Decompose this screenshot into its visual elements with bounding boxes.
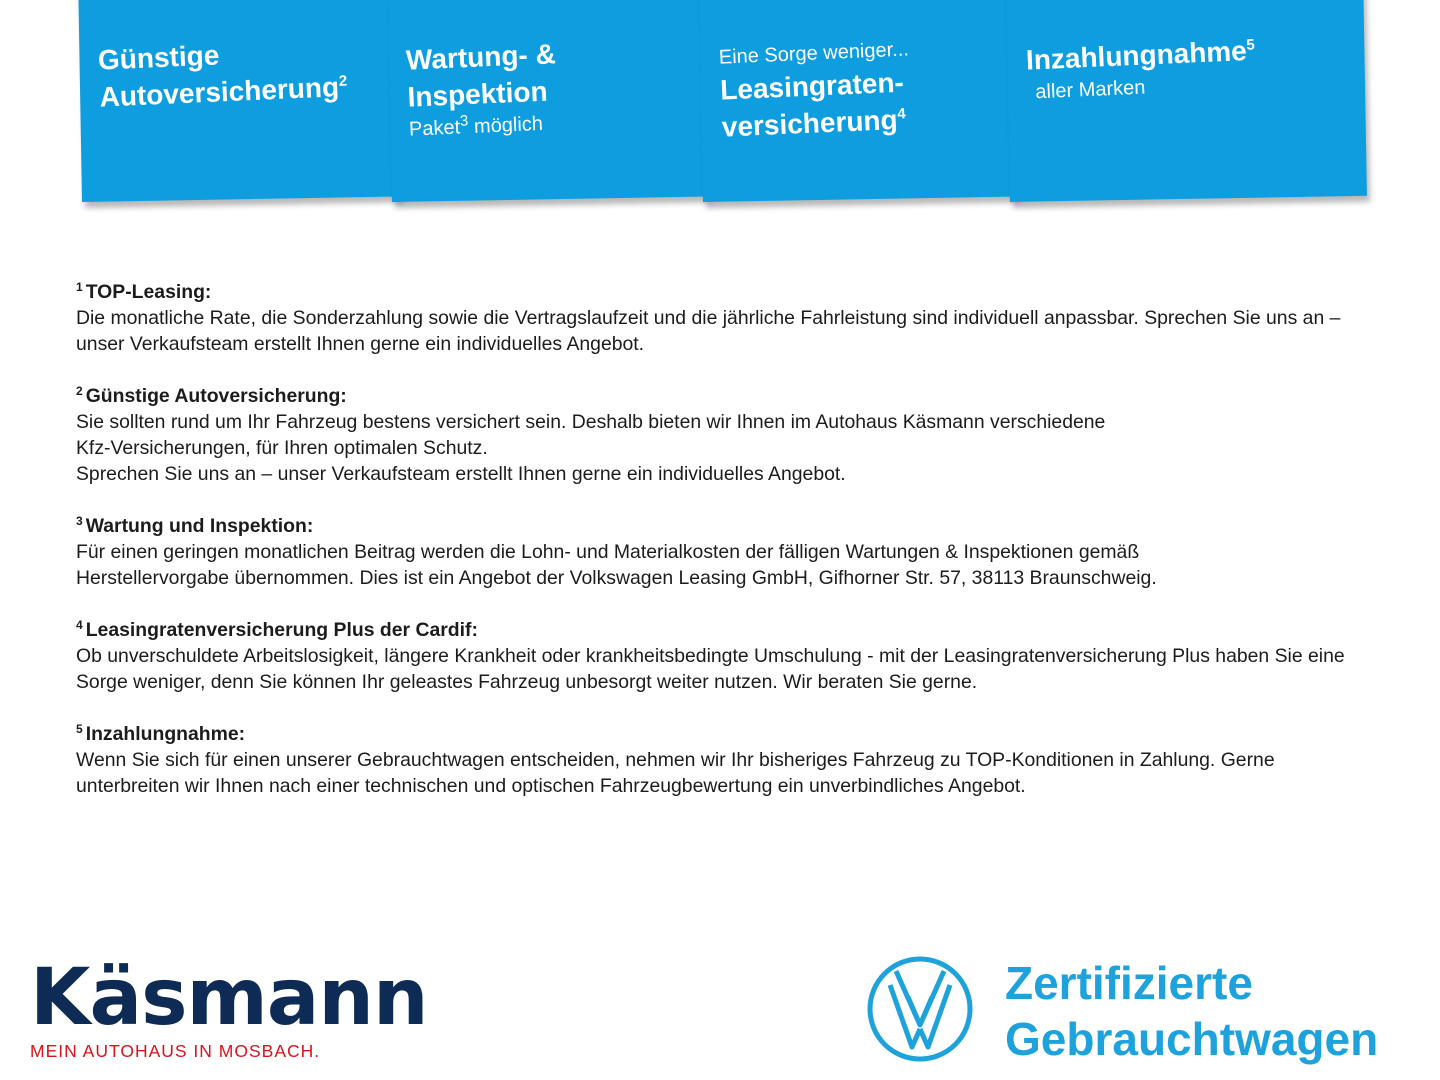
footnote-number: 3 bbox=[76, 513, 83, 528]
footnote-text: Kfz-Versicherungen, für Ihren optimalen … bbox=[76, 437, 488, 459]
footnote: 2 Günstige Autoversicherung: Sie sollten r… bbox=[76, 383, 1376, 487]
footnote-text: Herstellervorgabe übernommen. Dies ist e… bbox=[76, 567, 1157, 589]
vw-text-line: Zertifizierte bbox=[1005, 957, 1253, 1009]
vw-logo-icon bbox=[867, 956, 973, 1062]
footnote-number: 1 bbox=[76, 279, 83, 294]
footnote-number: 2 bbox=[76, 383, 83, 398]
card-leasingratenversicherung: Eine Sorge weniger... Leasingraten- vers… bbox=[699, 0, 1017, 202]
card-title-line: Autoversicherung bbox=[98, 71, 340, 113]
footnote-number: 5 bbox=[76, 721, 83, 736]
footnote-number: 4 bbox=[76, 617, 83, 632]
dealer-tagline: MEIN AUTOHAUS IN MOSBACH. bbox=[30, 1041, 321, 1061]
footnote-heading: Inzahlungnahme: bbox=[85, 723, 246, 745]
footnote-heading: TOP-Leasing: bbox=[85, 281, 212, 303]
footnote: 1 TOP-Leasing: Die monatliche Rate, die So… bbox=[76, 279, 1376, 357]
footnote-heading: Günstige Autoversicherung: bbox=[85, 385, 347, 407]
card-title-line: Inzahlungnahme bbox=[1025, 35, 1248, 76]
footnote-title: 5 Inzahlungnahme: bbox=[76, 721, 1376, 747]
footnote-text: Die monatliche Rate, die Sonderzahlung s… bbox=[76, 307, 1341, 355]
card-wartung: Wartung- & Inspektion Paket3 möglich bbox=[388, 0, 708, 203]
footnote-text: Sprechen Sie uns an – unser Verkaufsteam… bbox=[76, 463, 846, 485]
footnote-heading: Leasingratenversicherung Plus der Cardif… bbox=[85, 619, 478, 641]
footnote-ref: 3 bbox=[459, 112, 469, 130]
footnote-title: 1 TOP-Leasing: bbox=[76, 279, 1376, 305]
card-sub: möglich bbox=[468, 112, 544, 139]
certified-used-cars-label: Zertifizierte Gebrauchtwagen bbox=[1005, 955, 1378, 1067]
footnote-text: Ob unverschuldete Arbeitslosigkeit, läng… bbox=[76, 645, 1345, 693]
card-sub: Paket bbox=[408, 116, 461, 141]
footnote-title: 3 Wartung und Inspektion: bbox=[76, 513, 1376, 539]
footnote: 5 Inzahlungnahme: Wenn Sie sich für einen … bbox=[76, 721, 1376, 799]
footnote-heading: Wartung und Inspektion: bbox=[85, 515, 314, 537]
footnote-text: Für einen geringen monatlichen Beitrag w… bbox=[76, 541, 1140, 563]
footnote-ref: 2 bbox=[338, 72, 348, 90]
card-inzahlungnahme: Inzahlungnahme5 aller Marken bbox=[1006, 0, 1367, 203]
footnote-title: 2 Günstige Autoversicherung: bbox=[76, 383, 1376, 409]
footnote-ref: 4 bbox=[896, 105, 907, 123]
vw-text-line: Gebrauchtwagen bbox=[1005, 1013, 1379, 1065]
footnote-text: Sie sollten rund um Ihr Fahrzeug bestens… bbox=[76, 411, 1106, 433]
footnote: 4 Leasingratenversicherung Plus der Cardi… bbox=[76, 617, 1376, 695]
dealer-name: Käsmann bbox=[30, 953, 428, 1043]
footnote-text: Wenn Sie sich für einen unserer Gebrauch… bbox=[76, 749, 1275, 797]
card-title-line: versicherung bbox=[721, 103, 899, 143]
card-autoversicherung: Günstige Autoversicherung2 bbox=[78, 0, 400, 202]
footnote: 3 Wartung und Inspektion: Für einen gering… bbox=[76, 513, 1376, 591]
footnote-title: 4 Leasingratenversicherung Plus der Cardi… bbox=[76, 617, 1376, 643]
footnote-ref: 5 bbox=[1246, 36, 1256, 54]
dealer-logo: Käsmann MEIN AUTOHAUS IN MOSBACH. bbox=[30, 953, 428, 1062]
footnotes: 1 TOP-Leasing: Die monatliche Rate, die So… bbox=[76, 279, 1376, 825]
